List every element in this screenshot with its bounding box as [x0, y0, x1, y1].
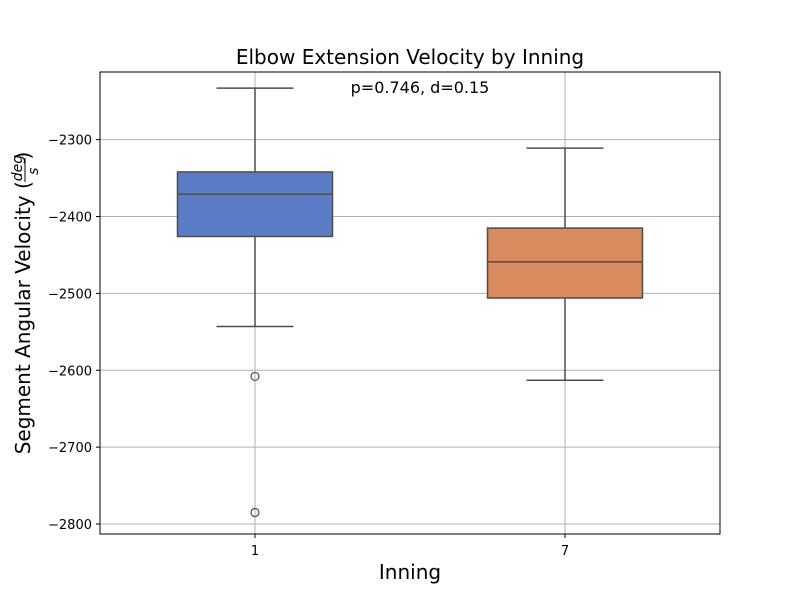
box-group-1 [176, 87, 334, 518]
y-axis-label-prefix: Segment Angular Velocity ( [11, 181, 35, 454]
plot-frame [99, 71, 721, 535]
box-group-7 [486, 147, 644, 382]
y-axis-label-fraction-denominator: s [26, 168, 42, 175]
y-tick-label: −2800 [48, 518, 92, 533]
x-tick-label: 1 [251, 544, 259, 559]
y-axis-label: Segment Angular Velocity (degs) [10, 152, 42, 455]
y-axis-label-suffix: ) [11, 152, 35, 160]
outlier-point [250, 371, 260, 382]
tick-layer: −2300 −2400 −2500 −2600 −2700 −2800 1 7 [48, 134, 569, 559]
svg-text:Segment Angular Velocity (degs: Segment Angular Velocity (degs) [10, 152, 42, 455]
stats-annotation: p=0.746, d=0.15 [351, 78, 490, 97]
y-tick-label: −2400 [48, 211, 92, 226]
x-axis-label: Inning [379, 560, 441, 584]
outlier-point [250, 507, 260, 518]
grid-layer [100, 72, 720, 534]
y-tick-label: −2600 [48, 364, 92, 379]
y-tick-label: −2300 [48, 134, 92, 149]
y-tick-label: −2700 [48, 441, 92, 456]
box-layer [176, 87, 644, 518]
chart-title: Elbow Extension Velocity by Inning [236, 45, 584, 69]
iqr-box [176, 171, 334, 238]
y-axis-label-fraction-numerator: deg [10, 155, 26, 182]
x-tick-label: 7 [561, 544, 569, 559]
iqr-box [486, 227, 644, 299]
y-tick-label: −2500 [48, 287, 92, 302]
